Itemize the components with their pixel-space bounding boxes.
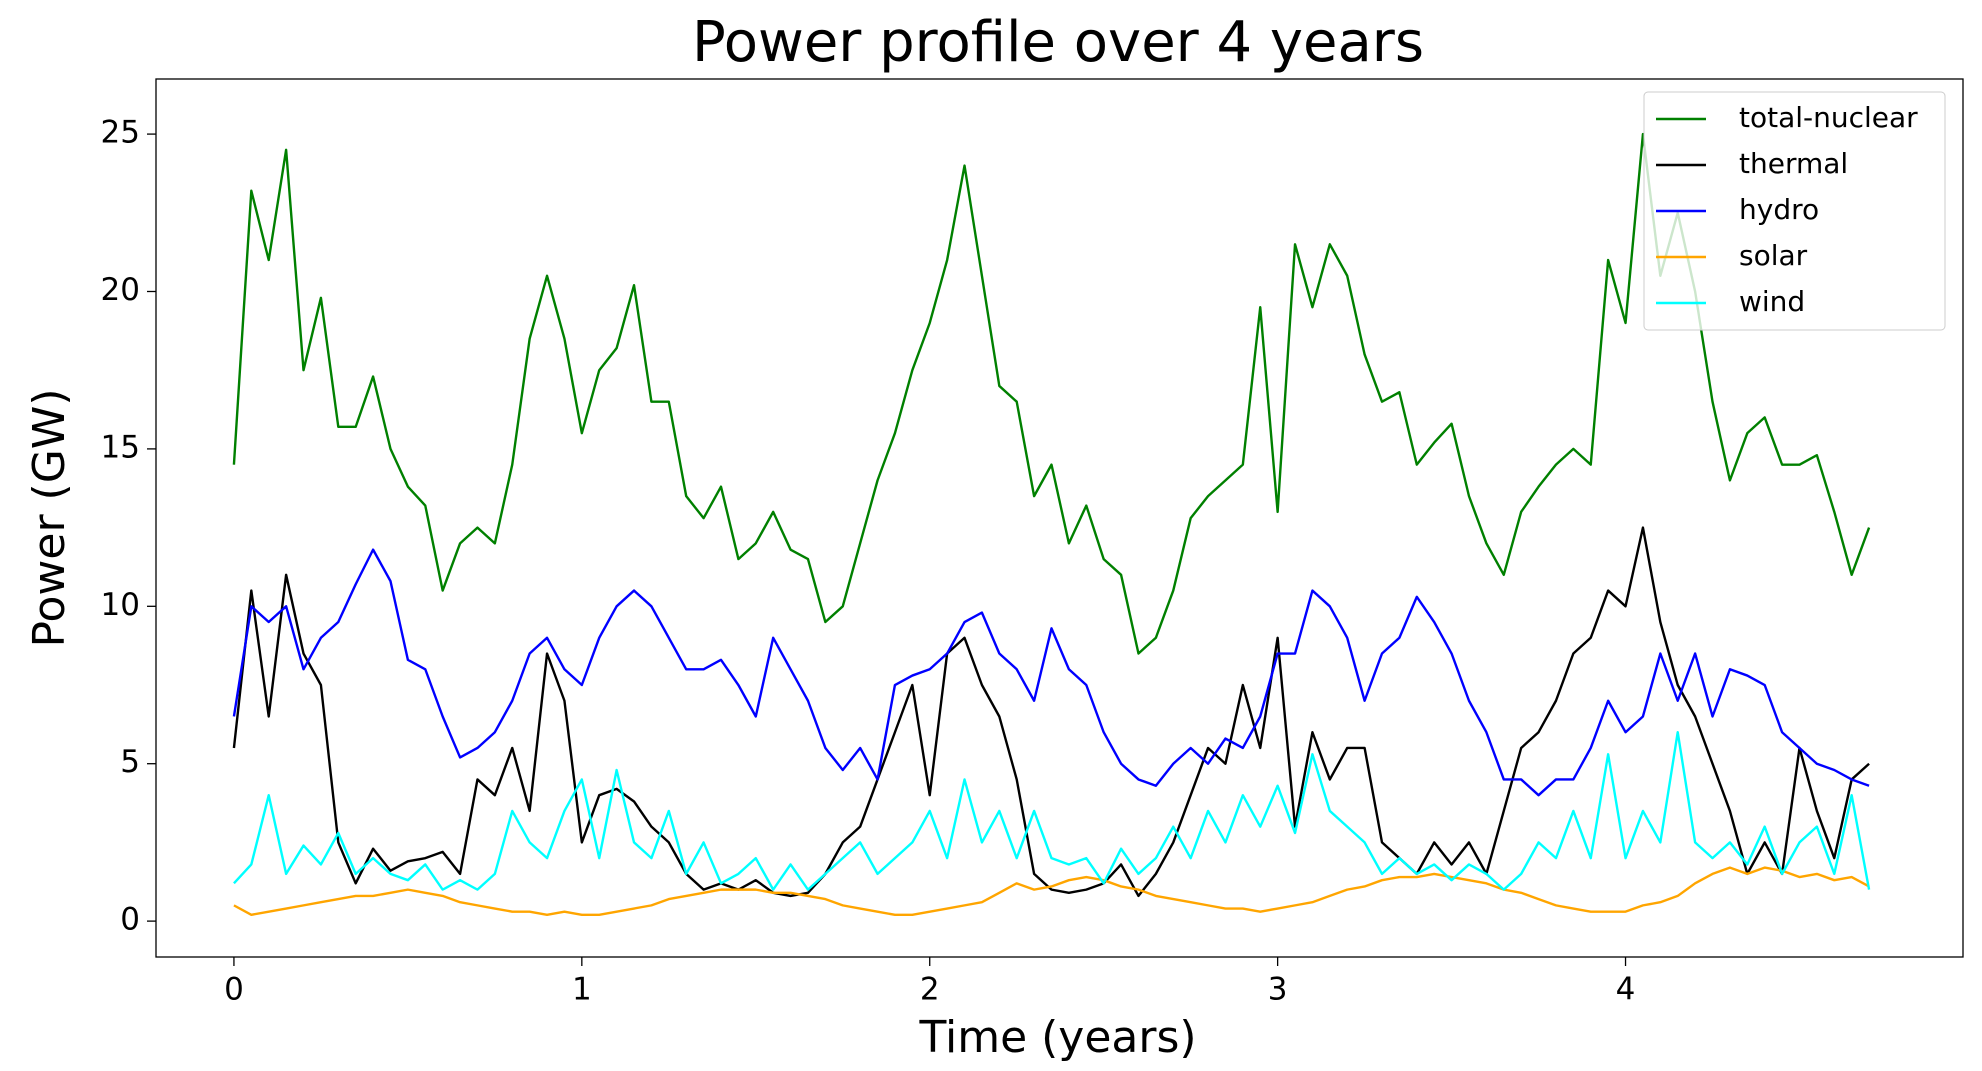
chart-title: Power profile over 4 years [692, 10, 1424, 75]
y-tick-label: 20 [101, 272, 140, 308]
series-line [232, 526, 1870, 898]
y-tick-label: 25 [101, 115, 140, 151]
legend-label: thermal [1739, 147, 1848, 180]
legend-label: hydro [1739, 193, 1819, 226]
y-tick-label: 5 [120, 744, 140, 780]
legend-label: solar [1739, 239, 1808, 272]
legend-box [1643, 91, 1946, 331]
y-axis-label: Power (GW) [24, 389, 75, 648]
legend-label: total-nuclear [1739, 101, 1918, 134]
series-line [233, 731, 1871, 891]
y-tick-label: 0 [120, 902, 140, 938]
x-axis-label: Time (years) [918, 1012, 1196, 1063]
x-tick-label: 3 [1268, 972, 1288, 1008]
y-tick-label: 10 [101, 587, 140, 623]
x-tick-label: 4 [1616, 972, 1636, 1008]
series-line [233, 866, 1870, 917]
y-tick-label: 15 [101, 429, 140, 465]
series-line [232, 548, 1870, 797]
x-tick-label: 1 [572, 972, 592, 1008]
series-line [232, 132, 1871, 655]
x-tick-label: 0 [224, 972, 244, 1008]
legend-label: wind [1739, 285, 1805, 318]
plot-frame [155, 78, 1964, 958]
x-tick-label: 2 [920, 972, 940, 1008]
